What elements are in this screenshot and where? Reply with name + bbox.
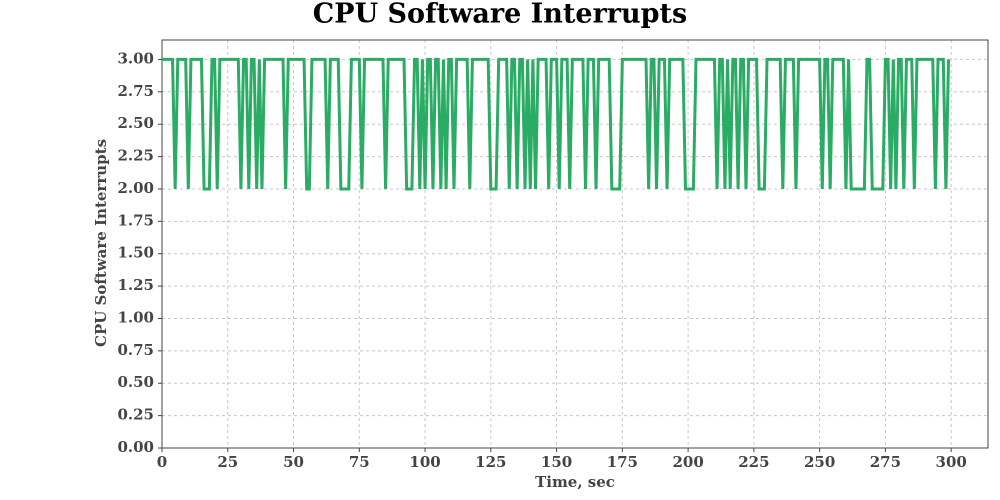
y-tick-label: 1.00: [117, 308, 154, 326]
y-tick-label: 2.25: [117, 147, 154, 165]
y-tick-label: 0.00: [117, 438, 154, 456]
y-tick-label: 2.75: [117, 82, 154, 100]
y-tick-label: 3.00: [117, 49, 154, 67]
x-tick-label: 0: [157, 453, 167, 471]
data-line: [162, 57, 951, 191]
x-tick-label: 275: [870, 453, 901, 471]
y-axis-label: CPU Software Interrupts: [92, 139, 110, 347]
y-tick-label: 2.00: [117, 179, 154, 197]
y-tick-label: 1.75: [117, 211, 154, 229]
x-tick-label: 75: [349, 453, 370, 471]
x-tick-label: 100: [409, 453, 440, 471]
x-tick-label: 50: [283, 453, 304, 471]
y-tick-label: 2.50: [117, 114, 154, 132]
y-tick-label: 0.25: [117, 406, 154, 424]
x-tick-label: 25: [217, 453, 238, 471]
x-tick-label: 200: [672, 453, 703, 471]
x-tick-label: 250: [804, 453, 835, 471]
x-tick-label: 150: [541, 453, 572, 471]
y-tick-label: 1.50: [117, 244, 154, 262]
x-tick-label: 125: [475, 453, 506, 471]
x-tick-label: 225: [738, 453, 769, 471]
x-tick-label: 300: [936, 453, 967, 471]
y-tick-label: 1.25: [117, 276, 154, 294]
y-tick-label: 0.75: [117, 341, 154, 359]
chart-title: CPU Software Interrupts: [313, 0, 687, 30]
plot-border: [161, 39, 989, 449]
y-tick-label: 0.50: [117, 373, 154, 391]
plot-area: [162, 40, 988, 448]
x-tick-label: 175: [607, 453, 638, 471]
x-axis-label: Time, sec: [535, 473, 615, 491]
